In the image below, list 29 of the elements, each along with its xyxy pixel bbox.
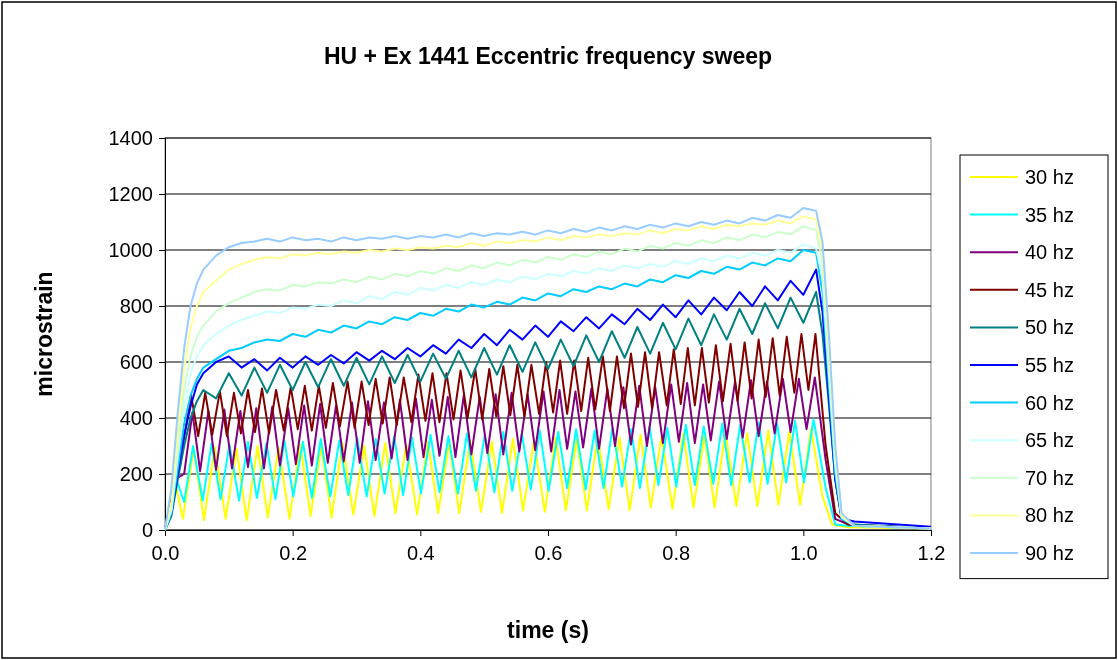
x-tick-label: 0.8	[662, 542, 691, 565]
legend-label: 45 hz	[1025, 278, 1074, 301]
legend-label: 55 hz	[1025, 354, 1074, 376]
chart-title: HU + Ex 1441 Eccentric frequency sweep	[323, 43, 773, 69]
legend-label: 90 hz	[1025, 542, 1074, 564]
x-tick-label: 0.4	[406, 542, 435, 565]
y-axis-title: microstrain	[31, 271, 57, 397]
y-tick-label: 600	[119, 350, 153, 373]
legend-label: 70 hz	[1025, 466, 1074, 489]
legend-label: 30 hz	[1025, 166, 1074, 188]
legend-label: 65 hz	[1025, 429, 1074, 452]
y-tick-label: 1400	[108, 126, 153, 149]
y-tick-label: 800	[119, 294, 153, 317]
x-tick-label: 1.0	[789, 542, 818, 565]
legend-label: 50 hz	[1025, 316, 1074, 339]
x-tick-label: 0.0	[151, 542, 180, 565]
x-tick-label: 0.2	[279, 542, 308, 565]
y-tick-label: 1000	[108, 238, 153, 261]
y-tick-label: 0	[141, 518, 153, 541]
legend-label: 60 hz	[1025, 391, 1074, 414]
legend-label: 35 hz	[1025, 203, 1074, 226]
y-tick-label: 200	[119, 462, 153, 485]
y-tick-label: 1200	[108, 182, 153, 205]
x-tick-label: 0.6	[534, 542, 563, 565]
legend-label: 40 hz	[1025, 241, 1074, 264]
y-tick-label: 400	[119, 406, 153, 429]
x-axis-title: time (s)	[507, 617, 589, 643]
x-tick-label: 1.2	[917, 542, 946, 565]
legend-label: 80 hz	[1025, 504, 1074, 527]
